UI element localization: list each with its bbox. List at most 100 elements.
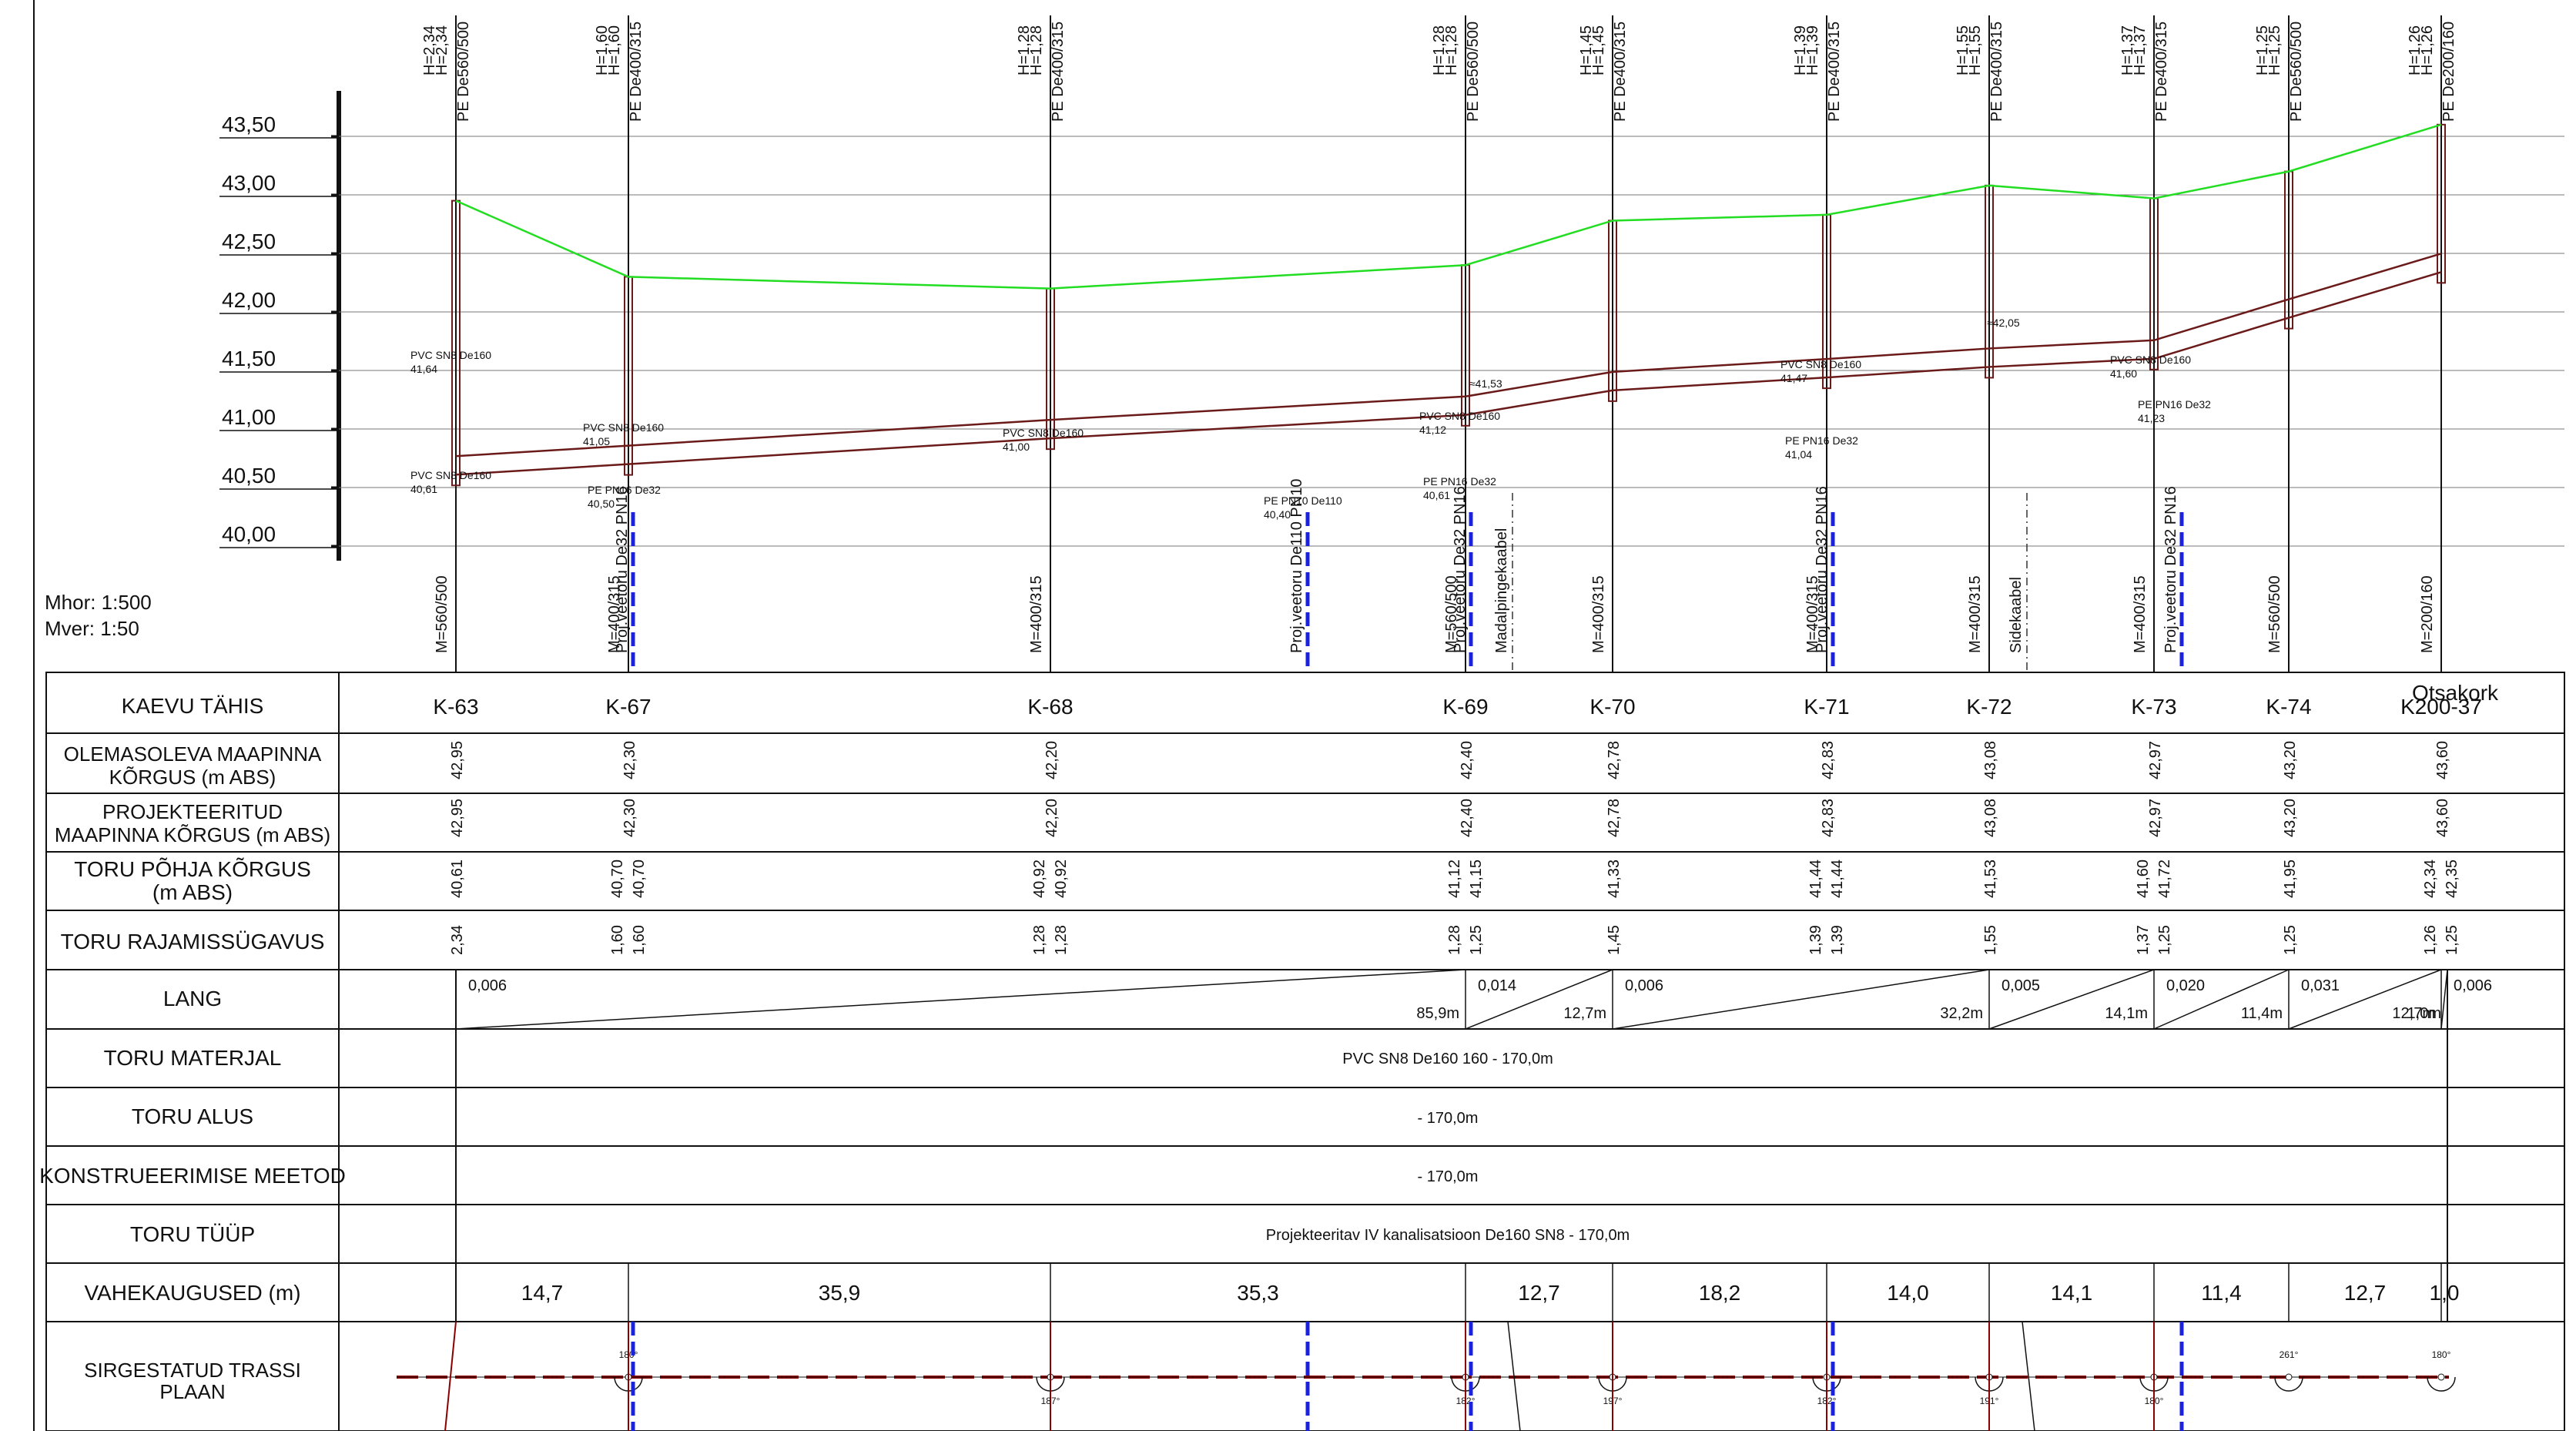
design-ground-value: 43,08 xyxy=(1982,799,1999,837)
well-h-label: H=1,55 xyxy=(1955,25,1971,75)
slope-length: 12,7m xyxy=(1563,1005,1606,1022)
ground-elevation-value: 42,95 xyxy=(449,741,466,779)
plan-well-point xyxy=(2285,1373,2293,1381)
well-manhole-label: M=400/315 xyxy=(1028,575,1045,653)
slope-diagonal xyxy=(1988,969,2155,1030)
well-h-label: H=2,34 xyxy=(434,25,451,75)
well-h-label: H=1,25 xyxy=(2266,25,2283,75)
well-manhole-label: M=560/500 xyxy=(2266,575,2283,653)
distance-value: 18,2 xyxy=(1699,1281,1741,1305)
distance-value: 14,7 xyxy=(521,1281,564,1305)
straightened-route-plan: 180°187°182°197°182°191°180°261°180° xyxy=(397,1321,2456,1431)
slope-value: 0,014 xyxy=(1478,977,1516,994)
profile-annotation: PVC SN8 De160 xyxy=(410,469,491,481)
row-label-toru-pohja: TORU PÕHJA KÕRGUS (m ABS) xyxy=(74,857,311,904)
toru-alus-value: - 170,0m xyxy=(1418,1110,1479,1127)
profile-annotation: PE PN16 De32 xyxy=(1785,434,1858,447)
profile-annotation-value: 41,00 xyxy=(1003,441,1030,453)
profile-annotation-value: 40,61 xyxy=(1423,489,1450,501)
row-label-olemasoleva: OLEMASOLEVA MAAPINNA KÕRGUS (m ABS) xyxy=(64,742,322,789)
plan-well-point xyxy=(2437,1373,2445,1381)
crossing-label: Madalpingekaabel xyxy=(1493,528,1510,653)
slope-length: 32,2m xyxy=(1940,1005,1983,1022)
pipe-crown-line xyxy=(455,253,2442,457)
row-label-sirgestatud: SIRGESTATUD TRASSI PLAAN xyxy=(84,1359,301,1403)
profile-annotation: ≈42,05 xyxy=(1987,317,2020,329)
well-h-label: H=1,28 xyxy=(1016,25,1033,75)
well-name: K-68 xyxy=(1027,695,1073,719)
toru-materjal-value: PVC SN8 De160 160 - 170,0m xyxy=(1342,1051,1553,1067)
profile-annotation-value: 41,04 xyxy=(1785,448,1812,461)
distance-value: 12,7 xyxy=(2344,1281,2387,1305)
profile-annotation-value: 41,47 xyxy=(1780,372,1807,384)
well-name: K-70 xyxy=(1589,695,1635,719)
profile-annotation: ≈41,53 xyxy=(1469,377,1502,390)
profile-annotation-value: 41,12 xyxy=(1419,424,1446,436)
well-manhole-label: M=400/315 xyxy=(2132,575,2149,653)
well-name: K-63 xyxy=(433,695,478,719)
row-label-konstrueerimise: KONSTRUEERIMISE MEETOD xyxy=(39,1164,346,1188)
well-manhole-label: M=560/500 xyxy=(434,575,451,653)
design-ground-value: 42,30 xyxy=(621,799,638,837)
distance-value: 12,7 xyxy=(1518,1281,1560,1305)
distance-value: 14,1 xyxy=(2051,1281,2093,1305)
slope-length: 1,0m xyxy=(2407,1005,2441,1022)
laying-depth-value: 1,26 xyxy=(2422,925,2439,955)
well-name: K-74 xyxy=(2266,695,2311,719)
well-h-label: H=1,26 xyxy=(2419,25,2436,75)
row-label-projekteeritud: PROJEKTEERITUD MAAPINNA KÕRGUS (m ABS) xyxy=(55,800,330,846)
well-pipe-label: PE De400/315 xyxy=(1612,22,1629,122)
laying-depth-value: 1,28 xyxy=(1446,925,1463,955)
laying-depth-value: 1,25 xyxy=(2282,925,2299,955)
well-h-label: H=1,39 xyxy=(1804,25,1821,75)
elevation-tick-label: 43,50 xyxy=(222,112,276,136)
row-label-toru-tuup: TORU TÜÜP xyxy=(130,1222,255,1246)
konstrueerimise-value: - 170,0m xyxy=(1418,1168,1479,1185)
well-pipe-label: PE De560/500 xyxy=(2288,22,2305,122)
profile-annotation: PE PN16 De32 xyxy=(2138,398,2211,411)
end-cap-label: Otsakork xyxy=(2412,681,2499,705)
elevation-tick-label: 42,00 xyxy=(222,288,276,312)
slope-diagonal xyxy=(2153,969,2290,1030)
profile-annotation-value: 41,60 xyxy=(2110,367,2137,380)
well-h-label: H=1,37 xyxy=(2119,25,2136,75)
well-h-label: H=1,55 xyxy=(1967,25,1984,75)
invert-elevation-value: 41,95 xyxy=(2282,860,2299,898)
laying-depth-value: 1,37 xyxy=(2135,925,2152,955)
ground-elevation-value: 42,78 xyxy=(1606,741,1623,779)
laying-depth-value: 1,55 xyxy=(1982,925,1999,955)
row-label-rajamissugavus: TORU RAJAMISSÜGAVUS xyxy=(61,930,325,953)
laying-depth-value: 1,25 xyxy=(1468,925,1485,955)
invert-elevation-value: 41,12 xyxy=(1446,860,1463,898)
well-pipe-label: PE De400/315 xyxy=(1050,22,1067,122)
laying-depth-value: 1,39 xyxy=(1807,925,1824,955)
laying-depth-value: 1,25 xyxy=(2444,925,2460,955)
well-pipe-label: PE De400/315 xyxy=(1826,22,1843,122)
profile-annotation: PE PN16 De32 xyxy=(1423,475,1496,488)
distance-value: 35,9 xyxy=(819,1281,861,1305)
distance-value: 35,3 xyxy=(1237,1281,1279,1305)
profile-annotation: PE PN10 De110 xyxy=(1264,494,1342,507)
distance-value: 14,0 xyxy=(1887,1281,1929,1305)
slope-length: 85,9m xyxy=(1416,1005,1459,1022)
well-h-label: H=2,34 xyxy=(421,25,438,75)
toru-tuup-value: Projekteeritav IV kanalisatsioon De160 S… xyxy=(1266,1227,1630,1244)
slope-value: 0,005 xyxy=(2002,977,2040,994)
slope-diagonal xyxy=(2288,969,2442,1030)
well-h-label: H=1,45 xyxy=(1590,25,1607,75)
well-manhole-label: M=400/315 xyxy=(1804,575,1821,653)
invert-elevation-value: 41,72 xyxy=(2156,860,2173,898)
elevation-tick-label: 42,50 xyxy=(222,230,276,253)
slope-value: 0,031 xyxy=(2301,977,2340,994)
ground-surface-line xyxy=(455,123,2442,290)
plan-cable-crossing xyxy=(2022,1321,2035,1431)
invert-elevation-value: 40,70 xyxy=(609,860,626,898)
slope-diagonal xyxy=(455,969,1466,1030)
well-name: K200-37 xyxy=(2400,695,2482,719)
elevation-tick-label: 40,50 xyxy=(222,464,276,488)
elevation-tick-label: 41,00 xyxy=(222,405,276,429)
slope-value: 0,020 xyxy=(2166,977,2205,994)
well-h-label: H=1,39 xyxy=(1792,25,1809,75)
laying-depth-value: 1,28 xyxy=(1053,925,1070,955)
profile-table: KAEVU TÄHIS OLEMASOLEVA MAAPINNA KÕRGUS (… xyxy=(39,672,2565,1431)
